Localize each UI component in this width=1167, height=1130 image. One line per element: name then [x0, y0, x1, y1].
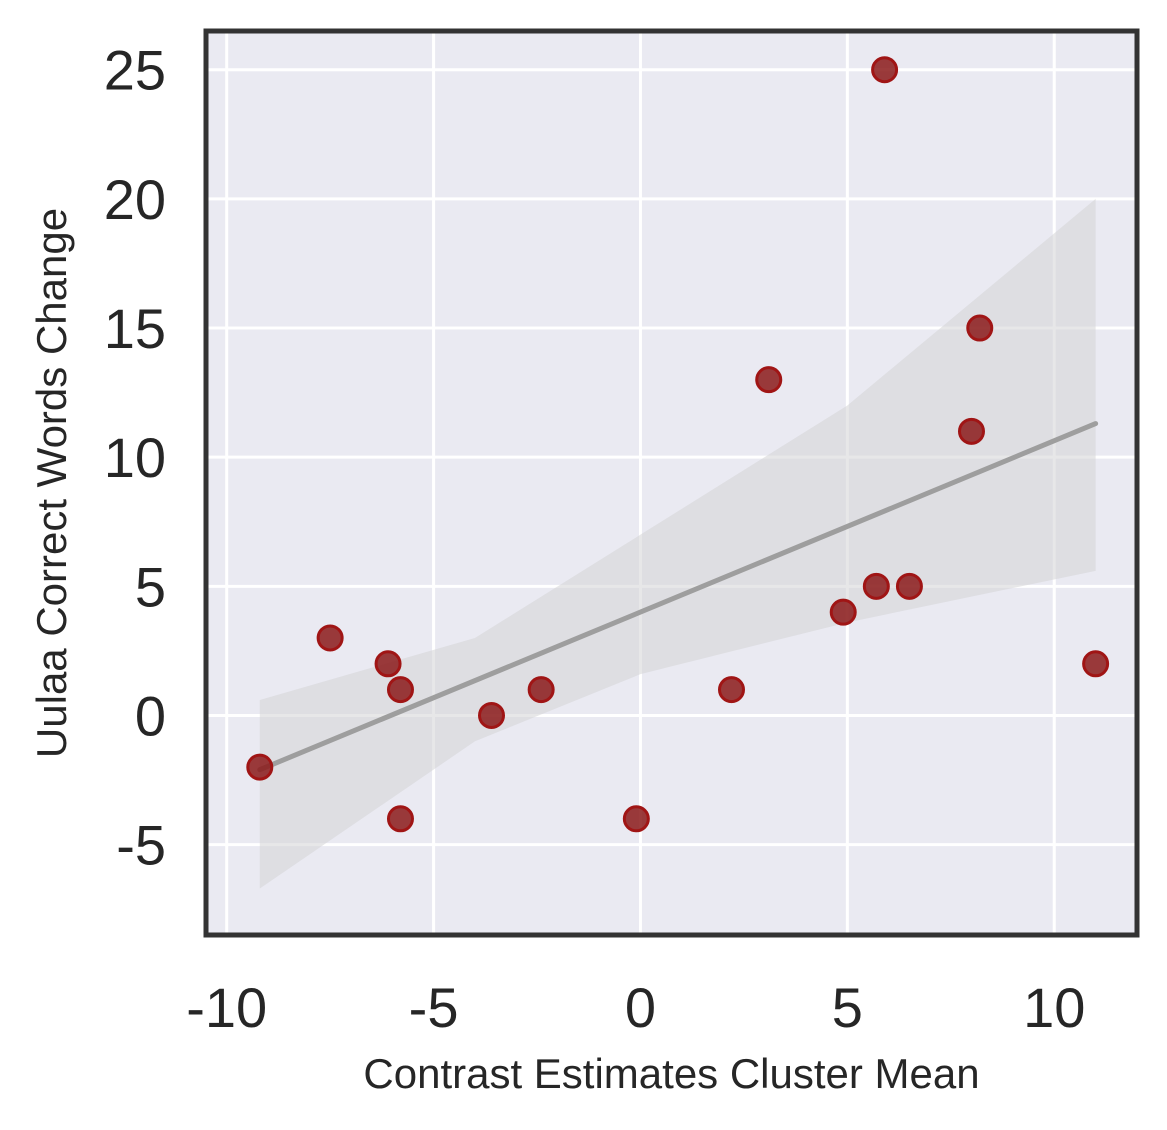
- x-axis-label: Contrast Estimates Cluster Mean: [363, 1050, 979, 1097]
- regression-line: [257, 421, 1099, 773]
- data-point: [316, 624, 344, 652]
- data-points: [246, 56, 1110, 833]
- data-point: [386, 805, 414, 833]
- data-point: [829, 598, 857, 626]
- data-point: [895, 572, 923, 600]
- data-point: [527, 676, 555, 704]
- data-point: [374, 650, 402, 678]
- x-tick-label: 5: [832, 976, 863, 1039]
- y-axis-label: Uulaa Correct Words Change: [28, 208, 75, 758]
- data-point: [1082, 650, 1110, 678]
- data-point: [478, 701, 506, 729]
- x-tick-label: -5: [409, 976, 459, 1039]
- y-tick-label: 10: [104, 426, 166, 489]
- confidence-band: [259, 198, 1096, 889]
- data-point: [246, 753, 274, 781]
- y-tick-label: 15: [104, 297, 166, 360]
- x-tick-label: -10: [186, 976, 267, 1039]
- data-point: [717, 676, 745, 704]
- data-point: [966, 314, 994, 342]
- data-point: [957, 417, 985, 445]
- x-tick-label: 10: [1023, 976, 1085, 1039]
- y-tick-label: 25: [104, 39, 166, 102]
- data-point: [862, 572, 890, 600]
- x-tick-labels: -10 -5 0 5 10: [186, 976, 1085, 1039]
- data-point: [386, 676, 414, 704]
- data-point: [871, 56, 899, 84]
- x-tick-label: 0: [625, 976, 656, 1039]
- y-tick-label: 0: [135, 684, 166, 747]
- y-tick-labels: -5 0 5 10 15 20 25: [104, 39, 166, 877]
- data-point: [622, 805, 650, 833]
- y-tick-label: -5: [116, 814, 166, 877]
- data-point: [755, 366, 783, 394]
- y-tick-label: 5: [135, 555, 166, 618]
- plot-frame: [203, 28, 1140, 938]
- y-tick-label: 20: [104, 168, 166, 231]
